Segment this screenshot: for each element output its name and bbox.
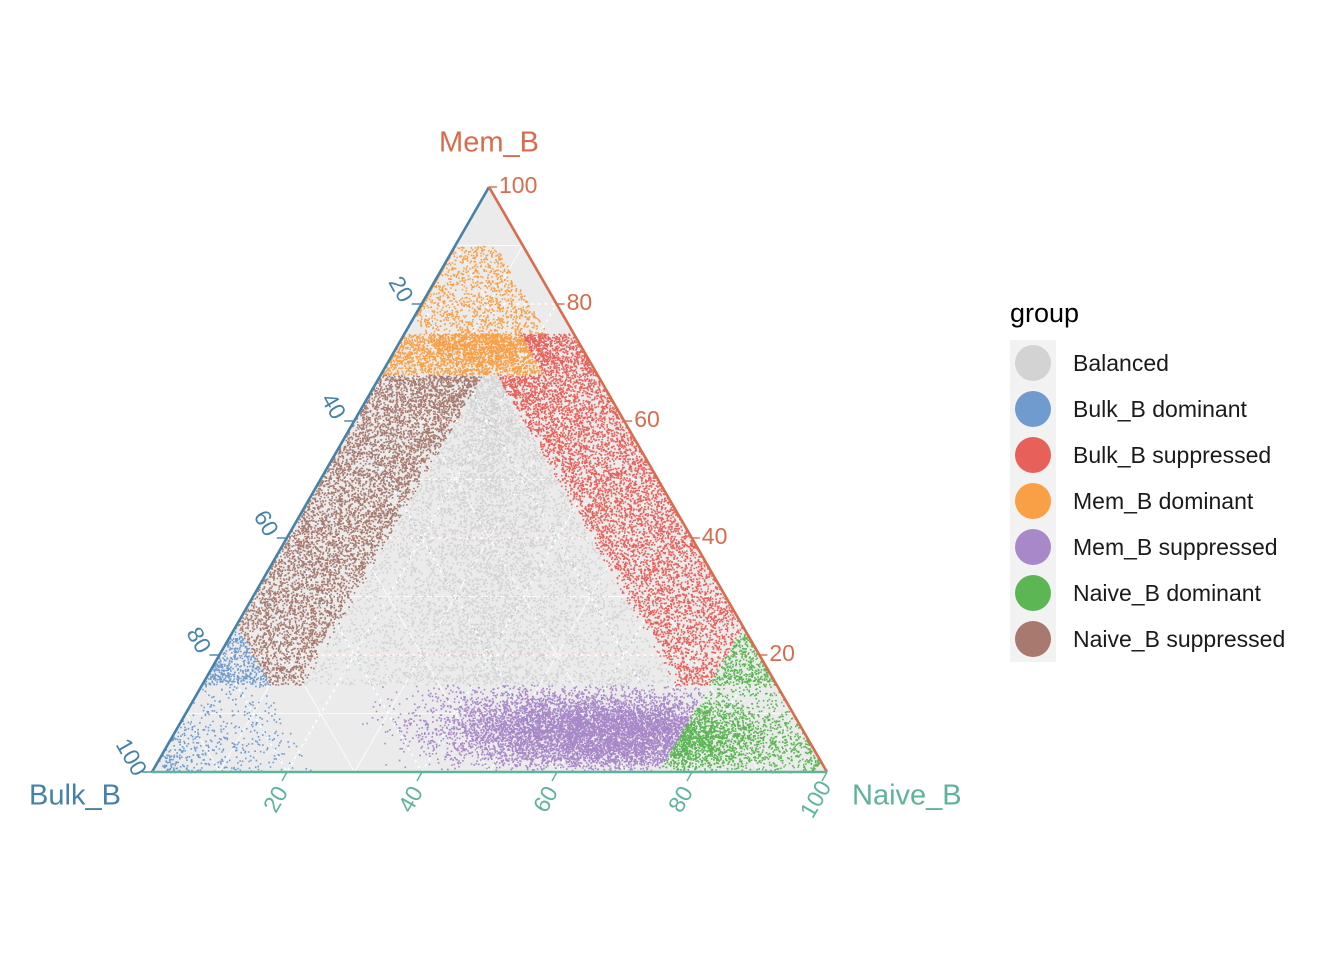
legend-label: Mem_B suppressed [1073,533,1278,560]
legend-label: Bulk_B dominant [1073,395,1247,422]
legend-swatch [1015,529,1051,565]
tick-label-naive: 100 [794,776,836,822]
tick-label-bulk: 40 [316,388,351,423]
tick-mark-naive [281,771,288,782]
legend: group Balanced Bulk_B dominant Bulk_B supp… [1010,296,1285,662]
legend-label: Mem_B dominant [1073,487,1254,514]
tick-label-naive: 40 [393,781,428,816]
tick-mark-naive [686,771,693,782]
series-mem-b-dominant [382,245,545,376]
grid-line-bulk [185,713,220,773]
axis-title-naive: Naive_B [852,780,962,812]
series-naive-b-dominant [662,627,821,774]
legend-label: Naive_B suppressed [1073,625,1286,652]
tick-label-bulk: 100 [111,734,153,780]
grid-line-naive [624,596,726,773]
grid-line-bulk [252,596,355,773]
legend-swatch [1015,575,1051,611]
legend-title: group [1010,298,1080,328]
scatter-points [159,245,821,774]
major-grid-bulk [286,537,423,773]
legend-entry: Balanced [1010,340,1285,386]
major-grid-bulk [353,420,558,773]
legend-entry: Bulk_B suppressed [1010,432,1285,478]
tick-label-naive: 80 [663,781,698,816]
legend-entry: Naive_B suppressed [1010,616,1285,662]
legend-swatch [1015,621,1051,657]
major-grid-naive [286,303,557,773]
legend-swatch [1015,483,1051,519]
tick-label-bulk: 80 [181,622,216,657]
axis-title-bulk: Bulk_B [29,780,121,812]
legend-swatch [1015,345,1051,381]
tick-label-mem: 100 [499,172,537,198]
legend-entry: Naive_B dominant [1010,570,1285,616]
legend-entry: Mem_B suppressed [1010,524,1285,570]
tick-label-bulk: 20 [384,271,419,306]
axis-title-mem: Mem_B [439,127,539,159]
legend-label: Naive_B dominant [1073,579,1261,606]
major-grid-naive [421,420,625,773]
tick-mark-naive [821,771,828,782]
legend-swatch [1015,391,1051,427]
major-grid-naive [691,654,760,773]
major-grid-bulk [219,654,288,773]
tick-label-naive: 60 [528,781,563,816]
major-grid-bulk [421,303,693,773]
axis-line-mem [487,186,829,773]
legend-label: Bulk_B suppressed [1073,441,1272,468]
series-mem-b-suppressed [362,684,703,774]
legend-entry: Bulk_B dominant [1010,386,1285,432]
axes [142,186,829,782]
tick-label-mem: 20 [769,640,795,666]
axis-line-bulk [150,186,491,773]
tick-label-mem: 60 [634,406,660,432]
tick-label-mem: 40 [702,523,728,549]
tick-mark-naive [551,771,558,782]
tick-label-bulk: 60 [249,505,284,540]
series-naive-b-suppressed [237,374,482,686]
legend-entries: Balanced Bulk_B dominant Bulk_B suppressed… [1010,340,1285,662]
series-bulk-b-dominant [159,627,312,774]
major-grid-naive [556,537,693,773]
tick-label-mem: 80 [567,289,593,315]
series-bulk-b-suppressed [497,333,743,686]
legend-entry: Mem_B dominant [1010,478,1285,524]
tick-label-naive: 20 [258,781,293,816]
legend-label: Balanced [1073,349,1169,376]
tick-mark-naive [416,771,423,782]
legend-swatch [1015,437,1051,473]
